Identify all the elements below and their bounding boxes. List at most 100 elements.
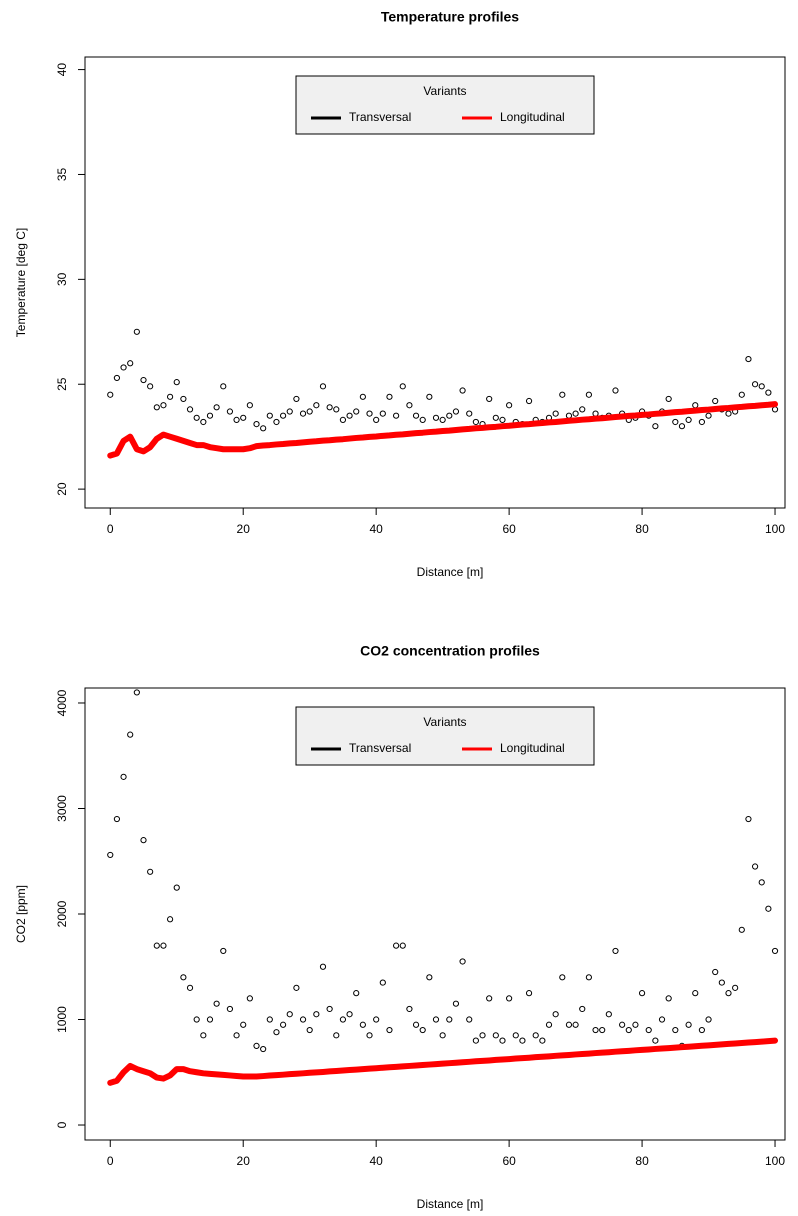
- legend: Variants Transversal Longitudinal: [295, 75, 595, 135]
- data-point: [765, 389, 772, 396]
- data-point: [426, 974, 433, 981]
- data-point: [486, 995, 493, 1002]
- data-point: [180, 395, 187, 403]
- data-point: [572, 1021, 579, 1028]
- x-axis-title: Distance [m]: [417, 1197, 484, 1211]
- data-point: [140, 837, 147, 844]
- y-axis-title: CO2 [ppm]: [14, 885, 28, 943]
- data-point: [339, 1016, 347, 1023]
- data-point: [200, 1032, 207, 1039]
- data-point: [565, 1021, 573, 1028]
- data-point: [665, 995, 672, 1002]
- data-point: [253, 1042, 260, 1049]
- data-point: [353, 408, 360, 415]
- data-point: [592, 1026, 599, 1034]
- data-point: [565, 412, 573, 419]
- y-tick-label: 25: [55, 377, 69, 391]
- data-point: [499, 1037, 506, 1044]
- data-point: [166, 916, 174, 923]
- data-point: [353, 990, 360, 997]
- data-point: [638, 990, 646, 997]
- data-point: [386, 393, 393, 400]
- data-point: [539, 1037, 546, 1044]
- data-point: [373, 416, 380, 423]
- legend-box: [295, 706, 595, 766]
- data-point: [147, 383, 154, 390]
- plot-area: [107, 689, 779, 1086]
- data-point: [406, 402, 413, 409]
- y-tick-label: 3000: [55, 795, 69, 822]
- data-point: [160, 402, 167, 409]
- data-point: [412, 1021, 420, 1028]
- y-tick-label: 35: [55, 167, 69, 181]
- data-point: [306, 408, 313, 415]
- data-point: [299, 410, 307, 417]
- data-point: [685, 416, 692, 423]
- data-point: [572, 410, 579, 417]
- data-point: [466, 1016, 473, 1023]
- data-point: [459, 387, 466, 394]
- data-point: [373, 1016, 380, 1023]
- data-point: [240, 1021, 247, 1028]
- data-point: [266, 412, 273, 419]
- data-point: [253, 420, 260, 428]
- x-tick-label: 20: [237, 1154, 251, 1168]
- data-point: [333, 1032, 340, 1039]
- data-point: [592, 410, 599, 417]
- data-point: [685, 1021, 692, 1028]
- data-point: [379, 979, 386, 986]
- data-point: [133, 328, 140, 335]
- data-point: [220, 383, 227, 390]
- data-point: [738, 926, 745, 933]
- data-point: [399, 383, 406, 390]
- data-point: [765, 905, 772, 912]
- data-point: [605, 1011, 612, 1018]
- data-point: [751, 863, 759, 870]
- x-tick-label: 60: [502, 1154, 516, 1168]
- data-point: [226, 408, 234, 415]
- data-point: [472, 1037, 479, 1044]
- data-point: [107, 391, 114, 398]
- plot-frame: [84, 56, 786, 509]
- data-point: [186, 406, 194, 413]
- y-tick-label: 40: [55, 63, 69, 77]
- data-point: [140, 376, 147, 384]
- legend-title: Variants: [423, 715, 466, 729]
- data-point: [692, 402, 699, 409]
- data-point: [672, 1026, 679, 1034]
- data-point: [273, 1029, 280, 1036]
- data-point: [419, 416, 426, 423]
- data-point: [226, 1005, 234, 1013]
- data-point: [652, 1037, 659, 1044]
- data-point: [326, 404, 333, 411]
- data-point: [552, 1011, 559, 1018]
- panel: Temperature profiles Distance [m] Temperat…: [14, 9, 786, 579]
- data-point: [160, 942, 167, 949]
- data-point: [153, 404, 160, 411]
- data-point: [240, 414, 247, 421]
- data-point: [652, 423, 659, 430]
- data-point: [506, 995, 513, 1002]
- data-point: [718, 979, 725, 986]
- data-point: [379, 410, 386, 417]
- data-point: [446, 1016, 453, 1023]
- data-point: [492, 414, 499, 421]
- data-point: [439, 416, 446, 423]
- data-point: [579, 406, 586, 413]
- data-point: [260, 1045, 267, 1053]
- y-axis-title: Temperature [deg C]: [14, 228, 28, 337]
- data-point: [319, 383, 327, 390]
- data-point: [705, 412, 712, 419]
- data-point: [446, 412, 453, 419]
- data-point: [260, 425, 267, 432]
- data-point: [293, 984, 300, 991]
- data-point: [180, 974, 187, 981]
- data-point: [525, 397, 533, 405]
- data-point: [552, 410, 559, 417]
- data-point: [107, 851, 114, 859]
- data-point: [359, 1021, 366, 1028]
- data-point: [213, 404, 220, 411]
- data-point: [479, 1032, 486, 1039]
- data-point: [705, 1016, 712, 1023]
- data-point: [213, 1000, 220, 1007]
